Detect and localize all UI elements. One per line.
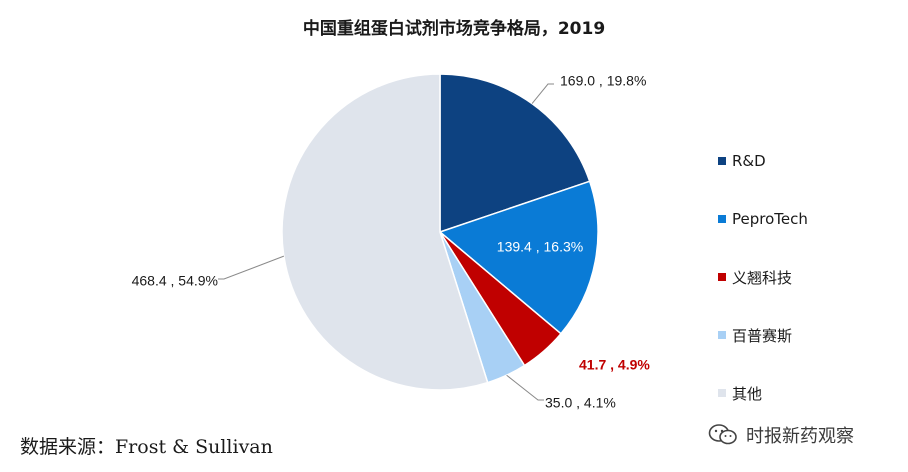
leader-line [218, 255, 285, 280]
source-note: 数据来源：Frost & Sullivan [20, 436, 273, 458]
chart-title: 中国重组蛋白试剂市场竞争格局，2019 [302, 19, 606, 39]
legend-item-peprotech: PeproTech [718, 190, 808, 248]
legend-item-baipusaisi: 百普赛斯 [718, 306, 808, 364]
pie-slice [438, 180, 599, 335]
watermark-text: 时报新药观察 [746, 426, 854, 447]
pie-slice [281, 73, 489, 391]
pie-slice [439, 73, 591, 234]
data-label: 35.0 , 4.1% [545, 395, 616, 411]
legend-swatch [718, 273, 726, 281]
data-label: 41.7 , 4.9% [579, 357, 650, 373]
legend-label: 义翘科技 [732, 268, 793, 287]
legend-swatch [718, 215, 726, 223]
data-label: 169.0 , 19.8% [560, 73, 646, 89]
legend-item-others: 其他 [718, 364, 808, 422]
pie-slices [281, 73, 599, 391]
leader-line [531, 83, 554, 104]
legend-item-yiqiao: 义翘科技 [718, 248, 808, 306]
legend-item-rd: R&D [718, 132, 808, 190]
legend-label: 百普赛斯 [732, 326, 793, 345]
legend-label: 其他 [732, 384, 763, 403]
legend-swatch [718, 389, 726, 397]
legend-swatch [718, 157, 726, 165]
data-labels: 169.0 , 19.8% 139.4 , 16.3% 41.7 , 4.9% 35.… [132, 73, 651, 411]
data-label: 139.4 , 16.3% [497, 239, 583, 255]
legend-label: PeproTech [732, 210, 808, 228]
wechat-icon [708, 424, 737, 445]
data-label: 468.4 , 54.9% [132, 273, 218, 289]
leader-line [506, 374, 544, 401]
legend: R&D PeproTech 义翘科技 百普赛斯 其他 [718, 132, 808, 422]
leader-lines [218, 83, 554, 401]
legend-swatch [718, 331, 726, 339]
watermark: 时报新药观察 [708, 422, 854, 448]
legend-label: R&D [732, 152, 766, 170]
